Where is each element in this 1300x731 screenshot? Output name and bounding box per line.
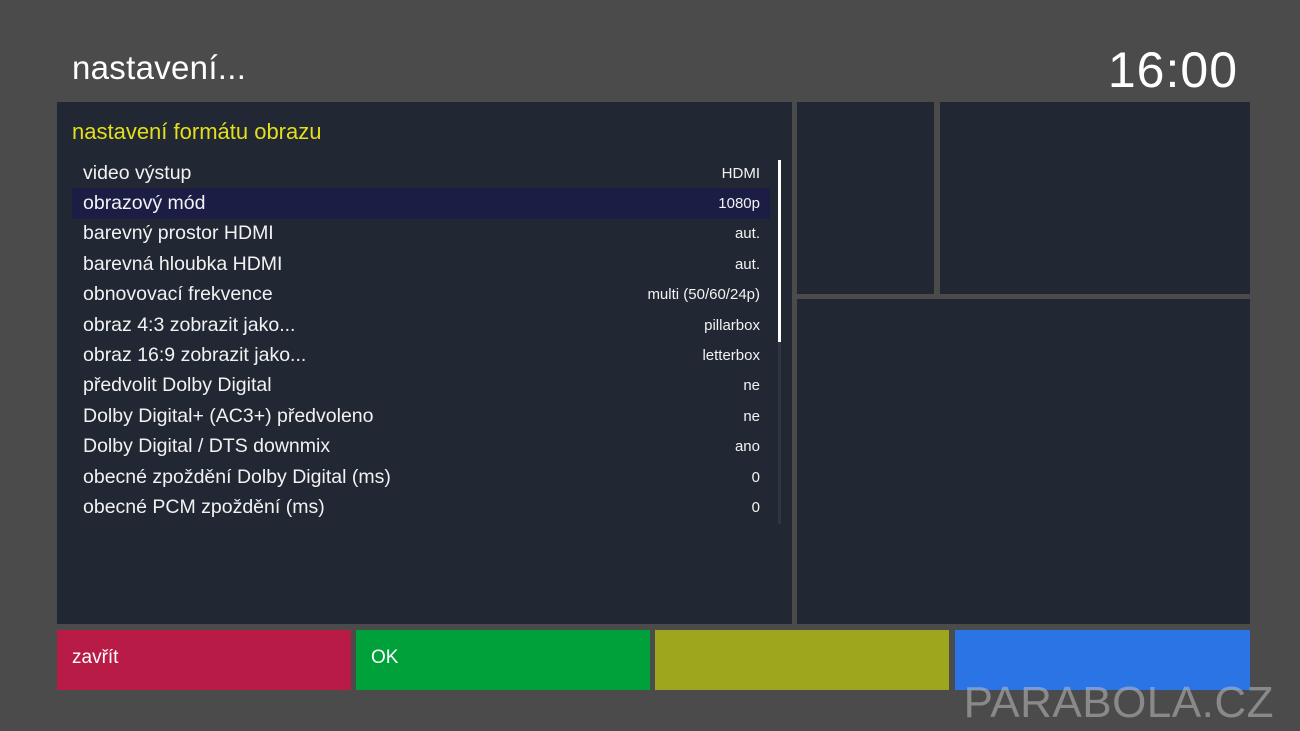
menu-item-value: ne: [743, 377, 760, 395]
menu-item-prefer-dolby-digital[interactable]: předvolit Dolby Digital ne: [72, 371, 770, 401]
menu-item-hdmi-color-space[interactable]: barevný prostor HDMI aut.: [72, 219, 770, 249]
menu-item-video-output[interactable]: video výstup HDMI: [72, 158, 770, 188]
menu-item-aspect-16-9[interactable]: obraz 16:9 zobrazit jako... letterbox: [72, 340, 770, 370]
page-title: nastavení...: [72, 49, 247, 86]
menu-item-aspect-4-3[interactable]: obraz 4:3 zobrazit jako... pillarbox: [72, 310, 770, 340]
menu-item-value: aut.: [734, 255, 760, 273]
menu-item-value: HDMI: [721, 164, 760, 182]
menu-item-dolby-digital-plus[interactable]: Dolby Digital+ (AC3+) předvoleno ne: [72, 401, 770, 431]
red-close-button[interactable]: zavřít: [57, 630, 351, 690]
preview-panel-wide: [940, 102, 1250, 294]
menu-item-label: video výstup: [83, 161, 192, 184]
preview-panel-small: [797, 102, 934, 294]
menu-item-label: obrazový mód: [83, 192, 206, 215]
menu-item-value: 1080p: [718, 195, 760, 213]
watermark: PARABOLA.CZ: [963, 678, 1274, 727]
menu-item-value: letterbox: [702, 347, 760, 365]
menu-item-value: multi (50/60/24p): [647, 286, 760, 304]
menu-item-refresh-rate[interactable]: obnovovací frekvence multi (50/60/24p): [72, 280, 770, 310]
menu-item-label: předvolit Dolby Digital: [83, 374, 272, 397]
yellow-button[interactable]: [655, 630, 949, 690]
menu-item-label: obecné zpoždění Dolby Digital (ms): [83, 465, 391, 488]
menu-item-value: 0: [751, 498, 760, 516]
menu-item-label: Dolby Digital+ (AC3+) předvoleno: [83, 404, 374, 427]
menu-item-dolby-delay[interactable]: obecné zpoždění Dolby Digital (ms) 0: [72, 462, 770, 492]
menu-item-dts-downmix[interactable]: Dolby Digital / DTS downmix ano: [72, 432, 770, 462]
menu-item-value: ne: [743, 407, 760, 425]
menu-scrollbar-thumb[interactable]: [778, 160, 781, 342]
menu-item-value: ano: [734, 438, 760, 456]
menu-item-value: 0: [751, 468, 760, 486]
menu-item-picture-mode[interactable]: obrazový mód 1080p: [72, 188, 770, 219]
menu-item-pcm-delay[interactable]: obecné PCM zpoždění (ms) 0: [72, 492, 770, 522]
clock: 16:00: [1107, 42, 1238, 98]
green-ok-button[interactable]: OK: [356, 630, 650, 690]
menu-item-label: barevný prostor HDMI: [83, 222, 274, 245]
menu-item-value: aut.: [734, 225, 760, 243]
menu-item-label: Dolby Digital / DTS downmix: [83, 435, 331, 458]
settings-menu-panel: nastavení formátu obrazu video výstup HD…: [57, 102, 792, 624]
settings-list: video výstup HDMI obrazový mód 1080p bar…: [72, 158, 770, 523]
menu-heading: nastavení formátu obrazu: [72, 119, 322, 144]
menu-item-hdmi-color-depth[interactable]: barevná hloubka HDMI aut.: [72, 249, 770, 279]
blue-button[interactable]: [955, 630, 1250, 690]
menu-item-label: obecné PCM zpoždění (ms): [83, 495, 325, 518]
info-panel: [797, 299, 1250, 624]
menu-item-label: obraz 4:3 zobrazit jako...: [83, 313, 296, 336]
menu-item-value: pillarbox: [704, 316, 760, 334]
menu-item-label: barevná hloubka HDMI: [83, 252, 283, 275]
menu-scrollbar[interactable]: [778, 160, 781, 524]
menu-item-label: obraz 16:9 zobrazit jako...: [83, 344, 307, 367]
menu-item-label: obnovovací frekvence: [83, 283, 273, 306]
